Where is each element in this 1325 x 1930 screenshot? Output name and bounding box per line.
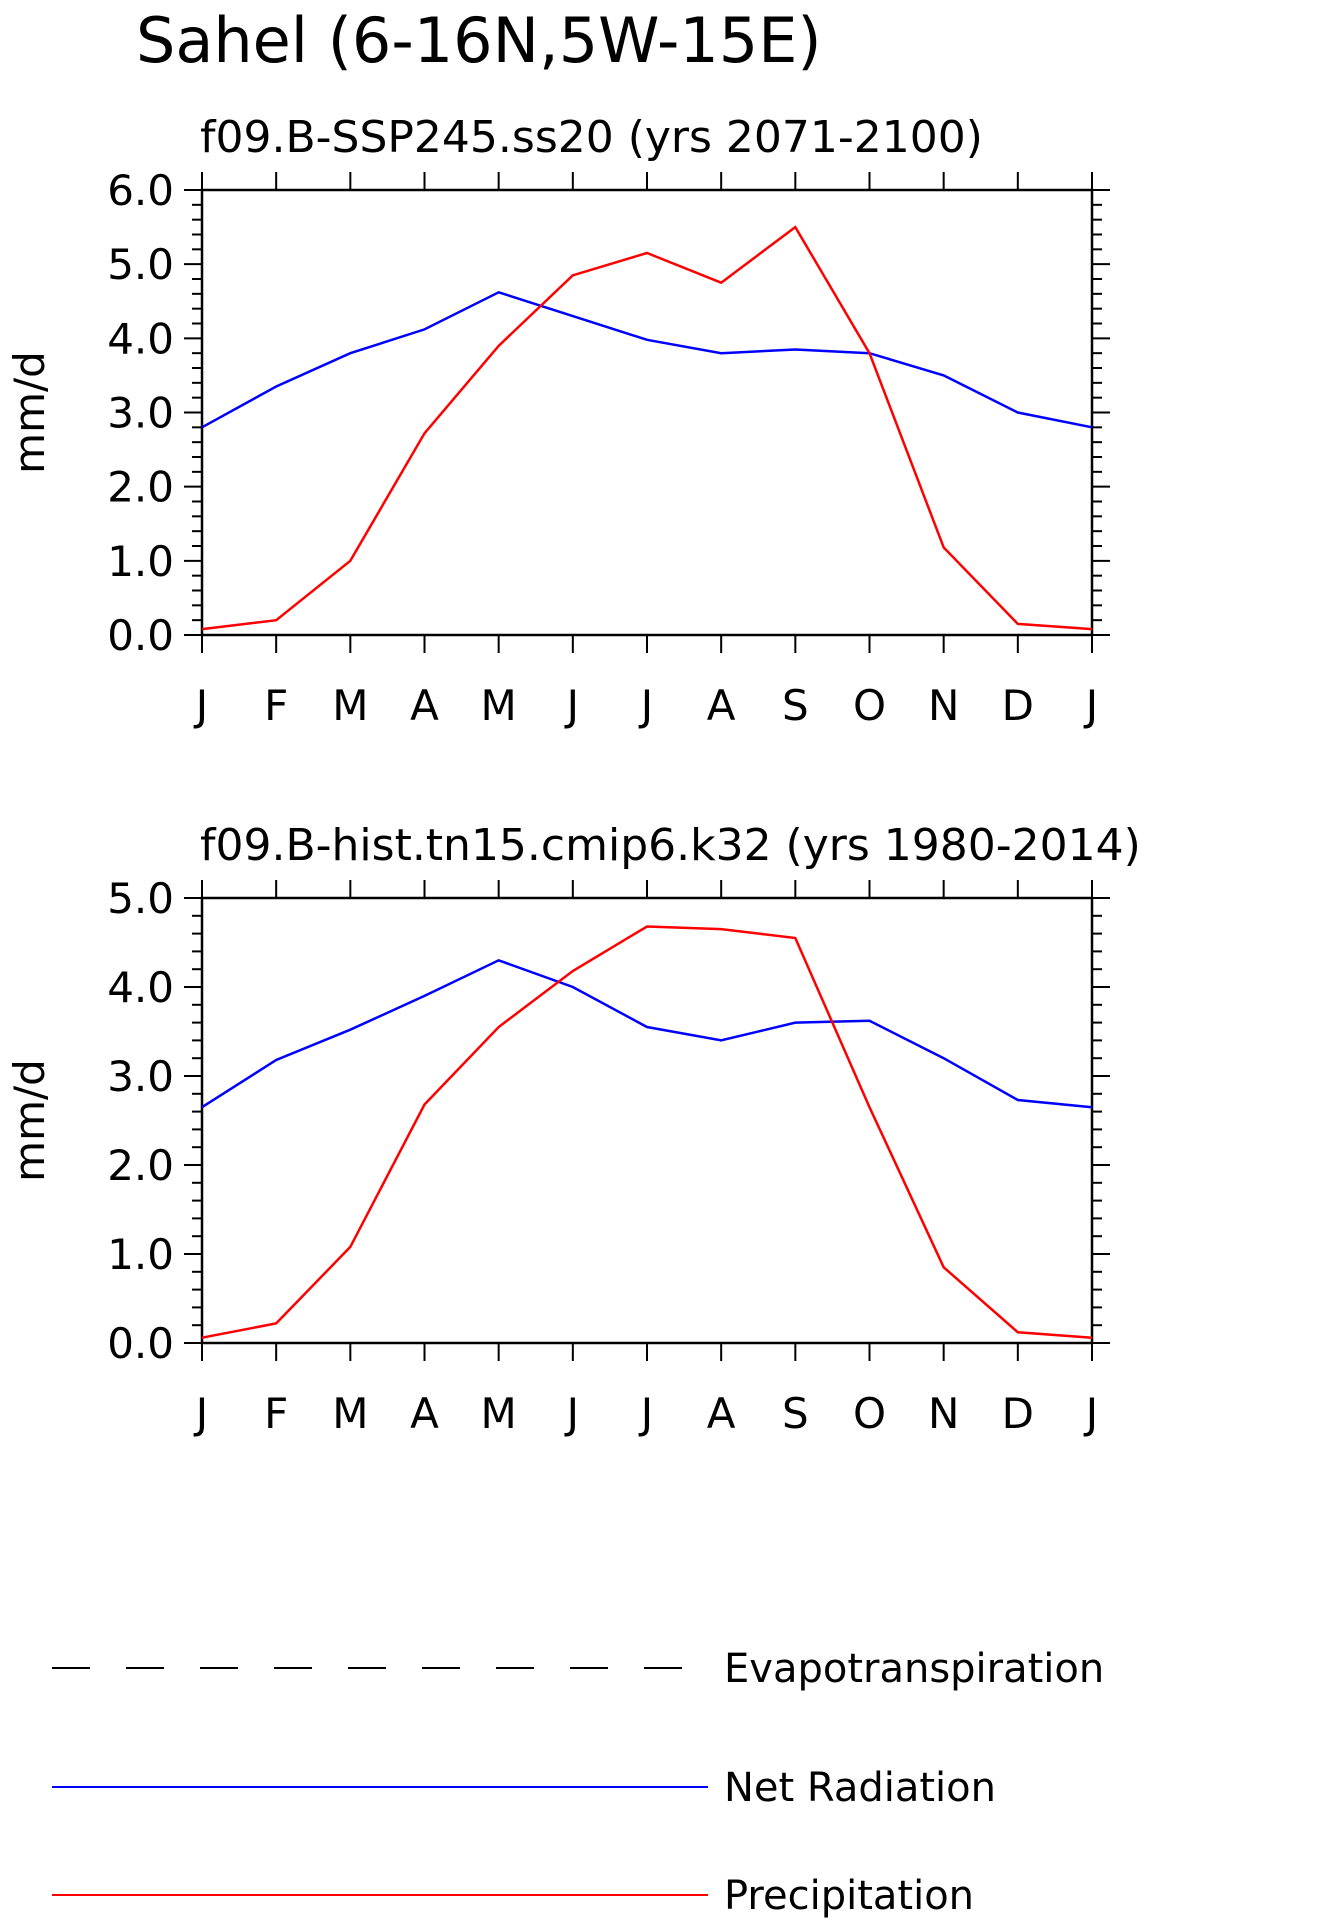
y-axis-label: mm/d — [5, 351, 54, 474]
x-tick-label: F — [264, 681, 288, 730]
y-tick-label: 6.0 — [107, 166, 174, 215]
x-tick-label: J — [564, 1389, 579, 1438]
chart-panel-2: f09.B-hist.tn15.cmip6.k32 (yrs 1980-2014… — [5, 820, 1141, 1438]
y-tick-label: 5.0 — [107, 874, 174, 923]
y-tick-label: 1.0 — [107, 537, 174, 586]
x-tick-label: A — [707, 681, 736, 730]
y-tick-label: 4.0 — [107, 963, 174, 1012]
x-tick-label: S — [782, 1389, 809, 1438]
series-line-net-radiation — [201, 290, 1093, 429]
series-line-net-radiation — [201, 958, 1093, 1109]
x-tick-label: J — [1083, 1389, 1098, 1438]
y-tick-label: 4.0 — [107, 314, 174, 363]
x-tick-label: J — [193, 1389, 208, 1438]
plot-frame — [200, 188, 1094, 637]
chart-title: f09.B-hist.tn15.cmip6.k32 (yrs 1980-2014… — [200, 820, 1141, 871]
main-title: Sahel (6-16N,5W-15E) — [136, 4, 822, 77]
x-tick-label: D — [1002, 1389, 1034, 1438]
x-tick-label: J — [564, 681, 579, 730]
x-tick-label: O — [853, 1389, 886, 1438]
x-tick-label: A — [707, 1389, 736, 1438]
x-tick-label: J — [1083, 681, 1098, 730]
x-tick-label: N — [928, 1389, 959, 1438]
x-tick-label: A — [410, 1389, 439, 1438]
chart-title: f09.B-SSP245.ss20 (yrs 2071-2100) — [200, 112, 983, 163]
x-tick-label: J — [638, 1389, 653, 1438]
y-tick-label: 3.0 — [107, 1052, 174, 1101]
x-tick-label: M — [481, 1389, 517, 1438]
plot-frame — [200, 896, 1094, 1345]
x-tick-label: O — [853, 681, 886, 730]
x-tick-label: J — [638, 681, 653, 730]
series-line-precipitation — [201, 925, 1093, 1339]
y-tick-label: 2.0 — [107, 463, 174, 512]
x-tick-label: M — [332, 681, 368, 730]
y-tick-label: 2.0 — [107, 1141, 174, 1190]
y-tick-label: 0.0 — [107, 1319, 174, 1368]
legend-label: Evapotranspiration — [724, 1646, 1104, 1692]
x-tick-label: N — [928, 681, 959, 730]
legend-label: Precipitation — [724, 1873, 974, 1919]
y-tick-label: 5.0 — [107, 240, 174, 289]
x-tick-label: F — [264, 1389, 288, 1438]
series-line-precipitation — [201, 225, 1093, 631]
legend-label: Net Radiation — [724, 1765, 996, 1811]
x-tick-label: S — [782, 681, 809, 730]
y-tick-label: 1.0 — [107, 1230, 174, 1279]
y-axis-label: mm/d — [5, 1059, 54, 1182]
x-tick-label: M — [332, 1389, 368, 1438]
chart-panel-1: f09.B-SSP245.ss20 (yrs 2071-2100) 0.0 1.0 2… — [5, 112, 1110, 730]
x-tick-label: A — [410, 681, 439, 730]
x-tick-label: J — [193, 681, 208, 730]
y-tick-label: 0.0 — [107, 611, 174, 660]
legend: Evapotranspiration Net Radiation Precipita… — [52, 1646, 1104, 1919]
y-tick-label: 3.0 — [107, 389, 174, 438]
x-tick-label: D — [1002, 681, 1034, 730]
x-tick-label: M — [481, 681, 517, 730]
